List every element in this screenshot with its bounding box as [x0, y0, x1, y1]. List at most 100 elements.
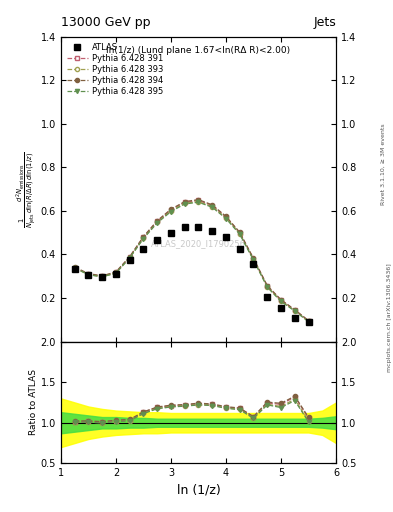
Line: Pythia 6.428 391: Pythia 6.428 391 — [73, 199, 310, 323]
Pythia 6.428 395 — [306, 318, 311, 325]
Pythia 6.428 391 — [86, 271, 91, 277]
Pythia 6.428 394 — [155, 218, 160, 224]
Text: ATLAS_2020_I1790256: ATLAS_2020_I1790256 — [151, 240, 246, 248]
Pythia 6.428 391 — [292, 307, 297, 313]
ATLAS — [237, 246, 242, 252]
Pythia 6.428 391 — [237, 229, 242, 236]
Pythia 6.428 393 — [237, 230, 242, 237]
Pythia 6.428 393 — [72, 265, 77, 271]
Pythia 6.428 395 — [182, 201, 187, 207]
Pythia 6.428 393 — [224, 215, 228, 221]
Pythia 6.428 391 — [265, 283, 270, 289]
Pythia 6.428 391 — [155, 218, 160, 224]
ATLAS — [265, 294, 270, 300]
Pythia 6.428 395 — [72, 265, 77, 271]
ATLAS — [72, 266, 77, 272]
Pythia 6.428 395 — [114, 270, 118, 276]
Pythia 6.428 394 — [100, 273, 105, 279]
Pythia 6.428 393 — [155, 219, 160, 225]
Pythia 6.428 395 — [210, 204, 215, 210]
ATLAS — [100, 273, 105, 280]
Pythia 6.428 394 — [169, 206, 173, 212]
Pythia 6.428 393 — [265, 284, 270, 290]
ATLAS — [169, 229, 173, 236]
Pythia 6.428 393 — [196, 199, 201, 205]
Pythia 6.428 394 — [237, 229, 242, 236]
Pythia 6.428 391 — [224, 214, 228, 220]
Pythia 6.428 394 — [127, 253, 132, 260]
Pythia 6.428 391 — [279, 297, 283, 303]
Pythia 6.428 395 — [196, 199, 201, 205]
Line: ATLAS: ATLAS — [72, 224, 311, 325]
Pythia 6.428 394 — [182, 199, 187, 205]
Pythia 6.428 393 — [210, 203, 215, 210]
Pythia 6.428 395 — [169, 208, 173, 215]
X-axis label: ln (1/z): ln (1/z) — [176, 484, 220, 497]
Pythia 6.428 393 — [114, 270, 118, 276]
ATLAS — [292, 314, 297, 321]
Y-axis label: Ratio to ATLAS: Ratio to ATLAS — [29, 370, 38, 435]
Pythia 6.428 391 — [141, 234, 146, 240]
ATLAS — [306, 319, 311, 325]
Pythia 6.428 394 — [72, 264, 77, 270]
ATLAS — [224, 234, 228, 240]
Pythia 6.428 394 — [141, 233, 146, 240]
Pythia 6.428 395 — [127, 255, 132, 261]
Pythia 6.428 391 — [72, 264, 77, 270]
Pythia 6.428 391 — [210, 202, 215, 208]
Pythia 6.428 391 — [169, 207, 173, 213]
Pythia 6.428 395 — [155, 220, 160, 226]
Pythia 6.428 394 — [306, 317, 311, 324]
ATLAS — [114, 271, 118, 277]
Pythia 6.428 393 — [306, 318, 311, 325]
Pythia 6.428 394 — [224, 214, 228, 220]
Pythia 6.428 391 — [127, 254, 132, 260]
Pythia 6.428 395 — [141, 236, 146, 242]
Pythia 6.428 393 — [86, 272, 91, 278]
Line: Pythia 6.428 393: Pythia 6.428 393 — [73, 200, 310, 324]
ATLAS — [141, 246, 146, 252]
Pythia 6.428 395 — [237, 231, 242, 237]
Text: Rivet 3.1.10, ≥ 3M events: Rivet 3.1.10, ≥ 3M events — [381, 123, 386, 205]
Pythia 6.428 391 — [114, 269, 118, 275]
Pythia 6.428 394 — [292, 307, 297, 313]
Y-axis label: $\frac{1}{N_\mathrm{jets}}\frac{d^2 N_\mathrm{emissions}}{d\ln(R/\Delta R)\,d\ln: $\frac{1}{N_\mathrm{jets}}\frac{d^2 N_\m… — [15, 151, 38, 227]
Pythia 6.428 393 — [251, 257, 256, 263]
Pythia 6.428 394 — [196, 197, 201, 203]
Pythia 6.428 394 — [251, 255, 256, 262]
Pythia 6.428 394 — [86, 270, 91, 276]
Pythia 6.428 393 — [141, 235, 146, 241]
ATLAS — [251, 261, 256, 267]
ATLAS — [210, 227, 215, 233]
ATLAS — [196, 224, 201, 230]
Text: 13000 GeV pp: 13000 GeV pp — [61, 16, 151, 29]
Line: Pythia 6.428 395: Pythia 6.428 395 — [73, 200, 310, 324]
ATLAS — [279, 305, 283, 311]
Pythia 6.428 394 — [279, 296, 283, 303]
Legend: ATLAS, Pythia 6.428 391, Pythia 6.428 393, Pythia 6.428 394, Pythia 6.428 395: ATLAS, Pythia 6.428 391, Pythia 6.428 39… — [64, 40, 165, 98]
Pythia 6.428 391 — [100, 273, 105, 280]
Pythia 6.428 391 — [182, 199, 187, 205]
Pythia 6.428 393 — [169, 208, 173, 214]
ATLAS — [86, 272, 91, 278]
Pythia 6.428 393 — [279, 298, 283, 304]
Pythia 6.428 395 — [100, 274, 105, 280]
Pythia 6.428 391 — [306, 318, 311, 324]
Pythia 6.428 393 — [292, 308, 297, 314]
Pythia 6.428 395 — [265, 284, 270, 290]
Text: Jets: Jets — [313, 16, 336, 29]
Pythia 6.428 394 — [265, 283, 270, 289]
Pythia 6.428 394 — [114, 269, 118, 275]
Pythia 6.428 391 — [251, 256, 256, 262]
Pythia 6.428 391 — [196, 198, 201, 204]
Text: mcplots.cern.ch [arXiv:1306.3436]: mcplots.cern.ch [arXiv:1306.3436] — [387, 263, 392, 372]
Pythia 6.428 395 — [279, 298, 283, 305]
Pythia 6.428 395 — [86, 272, 91, 278]
Line: Pythia 6.428 394: Pythia 6.428 394 — [73, 198, 310, 323]
Pythia 6.428 393 — [100, 273, 105, 280]
Pythia 6.428 395 — [224, 216, 228, 222]
Text: ln(1/z) (Lund plane 1.67<ln(RΔ R)<2.00): ln(1/z) (Lund plane 1.67<ln(RΔ R)<2.00) — [107, 46, 290, 55]
Pythia 6.428 395 — [292, 308, 297, 314]
ATLAS — [127, 257, 132, 263]
ATLAS — [182, 224, 187, 230]
